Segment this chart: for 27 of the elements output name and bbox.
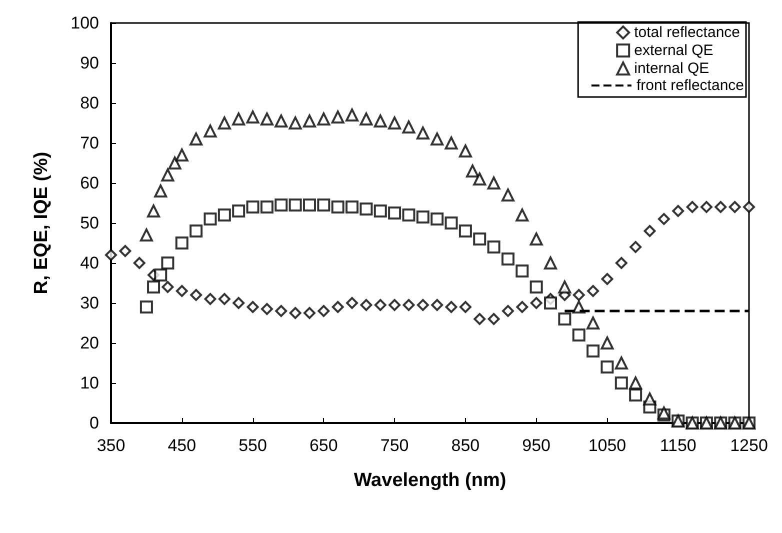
y-tick-label: 50	[80, 214, 99, 232]
x-tick-label: 650	[309, 436, 338, 455]
legend-label: external QE	[634, 42, 714, 59]
y-tick-label: 40	[80, 254, 99, 272]
x-tick-label: 1050	[588, 436, 626, 455]
legend-label: internal QE	[634, 60, 710, 77]
x-tick-label: 750	[380, 436, 409, 455]
y-tick-label: 60	[80, 174, 99, 192]
x-tick-label: 850	[451, 436, 480, 455]
x-axis-title: Wavelength (nm)	[354, 470, 506, 491]
y-tick-label: 80	[80, 94, 99, 112]
y-axis-title: R, EQE, IQE (%)	[31, 152, 52, 294]
x-tick-label: 450	[168, 436, 196, 455]
x-tick-label: 950	[522, 436, 551, 455]
y-tick-label: 20	[80, 334, 99, 352]
y-tick-label: 30	[80, 294, 99, 312]
y-tick-label: 70	[80, 134, 99, 152]
x-tick-label: 1150	[660, 436, 696, 455]
x-tick-label: 350	[96, 436, 126, 455]
legend-label: front reflectance	[636, 77, 744, 94]
y-tick-label: 10	[80, 374, 99, 392]
y-tick-label: 90	[80, 54, 99, 72]
y-tick-label: 0	[90, 414, 99, 432]
legend-label: total reflectance	[634, 24, 740, 41]
x-tick-label: 550	[238, 436, 267, 455]
y-tick-label: 100	[70, 14, 99, 32]
x-tick-label: 1250	[730, 436, 768, 455]
